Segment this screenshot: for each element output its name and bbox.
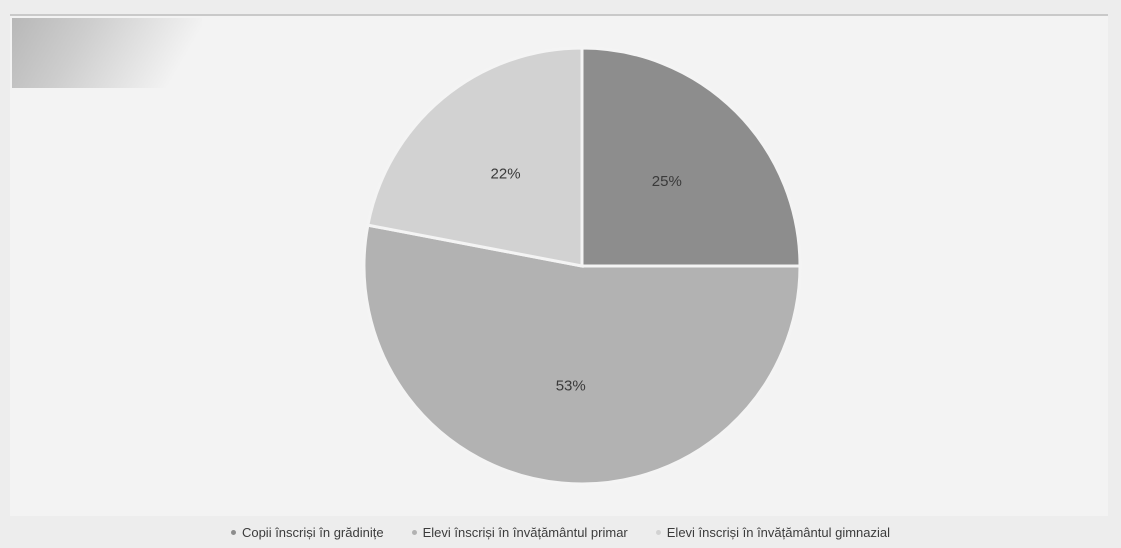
legend-label-1: Copii înscriși în grădinițe <box>241 524 384 540</box>
legend-marker-3 <box>655 529 661 535</box>
legend-label-2: Elevi înscriși în învățământul primar <box>422 524 628 540</box>
legend-entry-1: Copii înscriși în grădinițe <box>230 520 384 544</box>
legend-entry-2: Elevi înscriși în învățământul primar <box>411 520 628 544</box>
legend-entry-3: Elevi înscriși în învățământul gimnazial <box>655 520 891 544</box>
pie-slice-1 <box>580 46 802 268</box>
legend: Copii înscriși în grădinițe Elevi înscriș… <box>0 520 1121 544</box>
legend-label-3: Elevi înscriși în învățământul gimnazial <box>666 524 891 540</box>
pie-slice-3 <box>366 46 584 268</box>
slice-label-1: 25% <box>652 173 682 190</box>
pie-slice-2 <box>362 223 802 486</box>
scan-smudge <box>12 18 202 88</box>
slice-label-3: 22% <box>491 166 521 183</box>
legend-marker-2 <box>411 529 417 535</box>
legend-marker-1 <box>230 529 236 535</box>
slice-label-2: 53% <box>556 377 586 394</box>
